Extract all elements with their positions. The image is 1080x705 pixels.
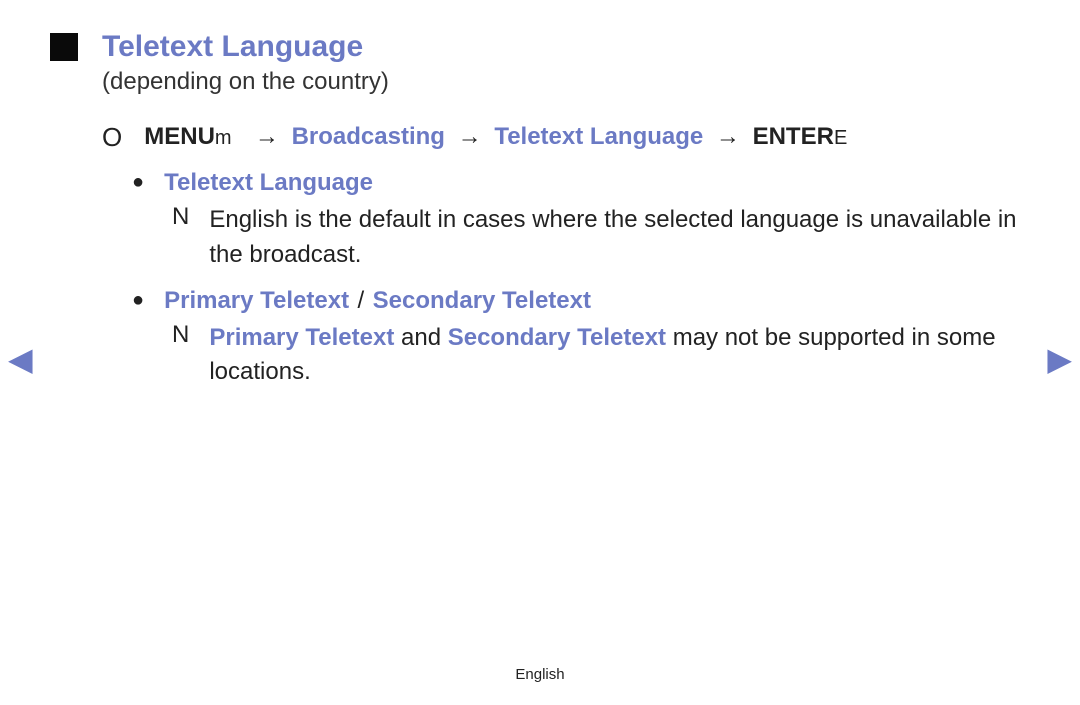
round-bullet-icon: ● — [132, 289, 144, 312]
nav-arrow-icon: → — [255, 123, 279, 150]
nav-enter-suffix: E — [834, 127, 847, 149]
nav-enter-label: ENTER — [753, 123, 834, 150]
note-term-primary: Primary Teletext — [209, 324, 394, 351]
note-icon: N — [172, 203, 189, 231]
menu-circle-icon: O — [102, 122, 122, 153]
round-bullet-icon: ● — [132, 171, 144, 194]
page-subtitle: (depending on the country) — [102, 68, 1030, 96]
page-next-arrow-icon[interactable]: ▶ — [1047, 340, 1072, 378]
note-icon: N — [172, 321, 189, 349]
section-square-bullet — [50, 33, 78, 61]
nav-step-teletext-language: Teletext Language — [494, 123, 703, 150]
section-teletext-language: ● Teletext Language N English is the def… — [132, 169, 1030, 273]
note-mid-text: and — [394, 324, 447, 351]
footer-language-label: English — [0, 666, 1080, 683]
heading-separator: / — [358, 287, 365, 314]
nav-arrow-icon: → — [716, 123, 740, 150]
nav-step-broadcasting: Broadcasting — [292, 123, 445, 150]
nav-menu-label: MENU — [144, 123, 215, 150]
note-text: Primary Teletext and Secondary Teletext … — [209, 321, 1029, 391]
section-heading: Teletext Language — [164, 169, 373, 197]
note-term-secondary: Secondary Teletext — [448, 324, 666, 351]
section-heading-secondary: Secondary Teletext — [373, 287, 591, 314]
page-title: Teletext Language — [102, 30, 363, 64]
section-heading-primary: Primary Teletext — [164, 287, 349, 314]
section-primary-secondary-teletext: ● Primary Teletext / Secondary Teletext … — [132, 287, 1030, 391]
note-text: English is the default in cases where th… — [209, 203, 1029, 273]
menu-path: O MENUm → Broadcasting → Teletext Langua… — [102, 120, 1030, 151]
nav-arrow-icon: → — [458, 123, 482, 150]
nav-menu-suffix: m — [215, 127, 232, 149]
page-prev-arrow-icon[interactable]: ◀ — [8, 340, 33, 378]
